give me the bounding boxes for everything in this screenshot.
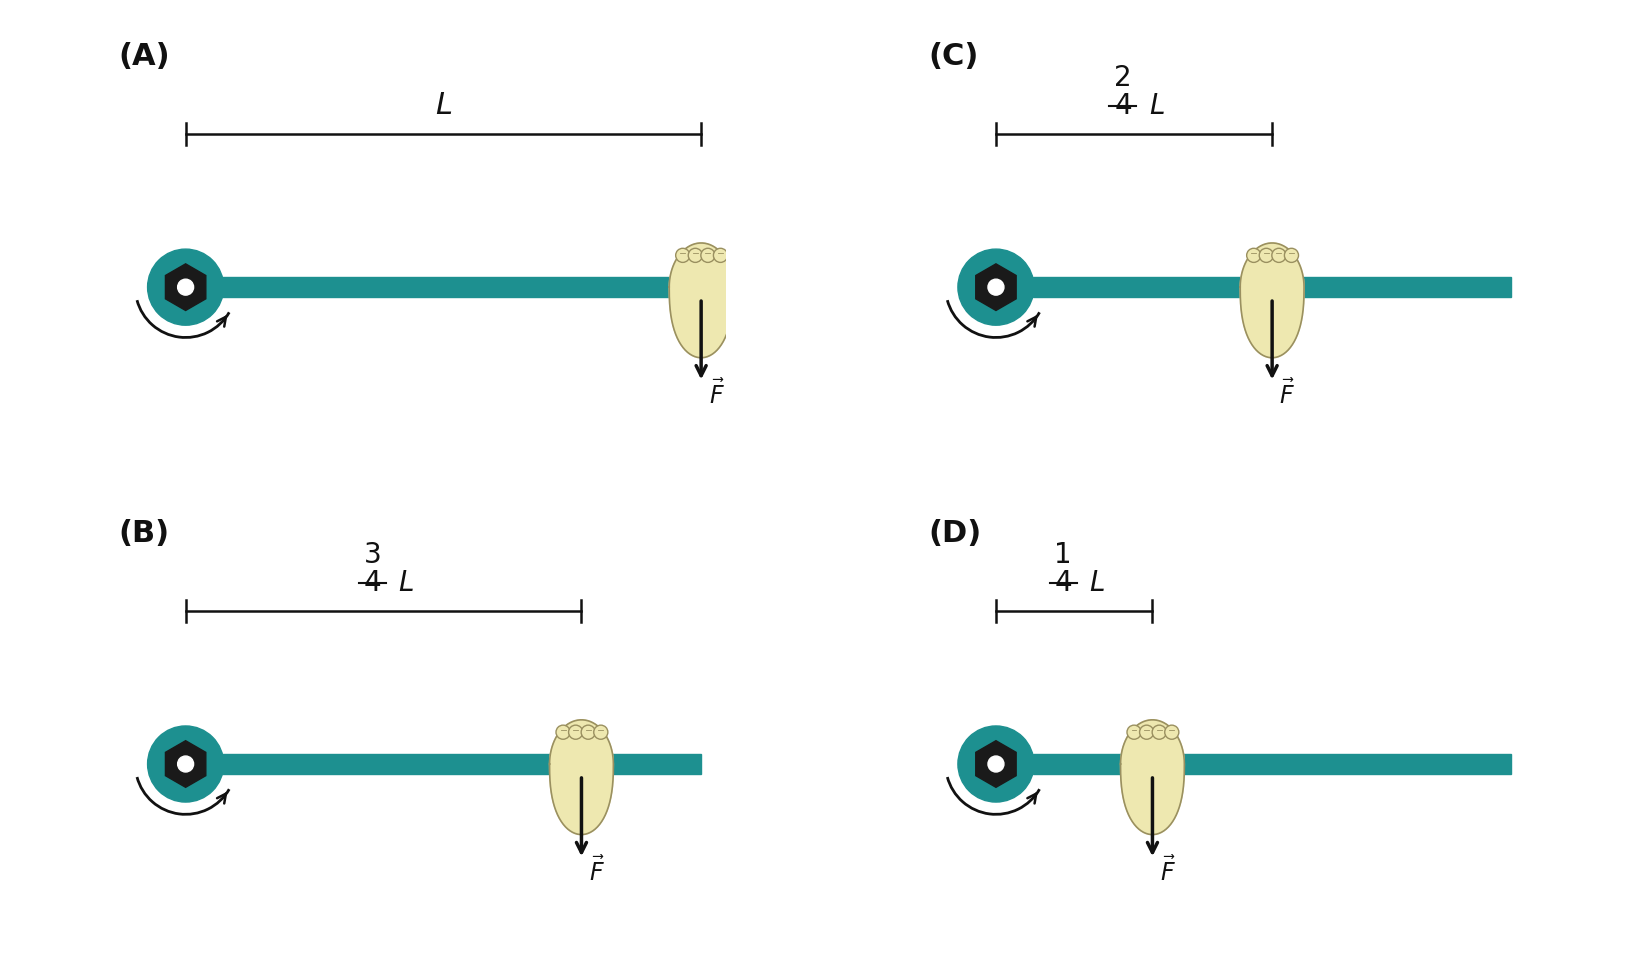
Text: $L$: $L$ <box>399 569 414 597</box>
Circle shape <box>1259 248 1274 263</box>
Bar <box>995 756 1037 772</box>
Circle shape <box>1284 248 1299 263</box>
Bar <box>1033 277 1511 297</box>
Bar <box>222 277 700 297</box>
Text: $\vec{F}$: $\vec{F}$ <box>709 379 725 409</box>
Polygon shape <box>669 243 733 358</box>
Circle shape <box>148 249 224 325</box>
Text: (C): (C) <box>928 42 979 71</box>
Polygon shape <box>165 741 206 787</box>
Text: $\vec{F}$: $\vec{F}$ <box>1160 857 1175 886</box>
Circle shape <box>148 726 224 802</box>
Circle shape <box>593 725 608 739</box>
Circle shape <box>714 248 727 263</box>
Bar <box>1033 755 1511 774</box>
Circle shape <box>178 279 193 295</box>
Polygon shape <box>976 264 1017 311</box>
Text: 3: 3 <box>364 541 381 568</box>
Circle shape <box>1152 725 1167 739</box>
Circle shape <box>1246 248 1261 263</box>
Text: $L$: $L$ <box>1089 569 1104 597</box>
Circle shape <box>1127 725 1140 739</box>
Text: (D): (D) <box>928 518 982 548</box>
Circle shape <box>989 756 1004 772</box>
Circle shape <box>569 725 583 739</box>
Circle shape <box>178 756 193 772</box>
Circle shape <box>582 725 595 739</box>
Circle shape <box>1139 725 1154 739</box>
Bar <box>995 278 1037 296</box>
Bar <box>222 755 700 774</box>
Polygon shape <box>549 720 613 835</box>
Circle shape <box>676 248 691 263</box>
Bar <box>186 756 226 772</box>
Text: 2: 2 <box>1114 64 1132 92</box>
Polygon shape <box>165 264 206 311</box>
Circle shape <box>957 726 1033 802</box>
Circle shape <box>989 279 1004 295</box>
Text: 4: 4 <box>364 569 381 597</box>
Polygon shape <box>1241 243 1304 358</box>
Circle shape <box>1272 248 1285 263</box>
Bar <box>186 278 226 296</box>
Circle shape <box>700 248 715 263</box>
Circle shape <box>957 249 1033 325</box>
Text: 1: 1 <box>1055 541 1071 568</box>
Polygon shape <box>976 741 1017 787</box>
Text: (A): (A) <box>119 42 170 71</box>
Circle shape <box>555 725 570 739</box>
Text: $\vec{F}$: $\vec{F}$ <box>1279 379 1295 409</box>
Text: 4: 4 <box>1055 569 1071 597</box>
Circle shape <box>1165 725 1178 739</box>
Polygon shape <box>1121 720 1185 835</box>
Circle shape <box>689 248 702 263</box>
Text: (B): (B) <box>119 518 170 548</box>
Text: $L$: $L$ <box>435 91 452 121</box>
Text: 4: 4 <box>1114 92 1132 121</box>
Text: $L$: $L$ <box>1149 92 1165 121</box>
Text: $\vec{F}$: $\vec{F}$ <box>588 857 605 886</box>
